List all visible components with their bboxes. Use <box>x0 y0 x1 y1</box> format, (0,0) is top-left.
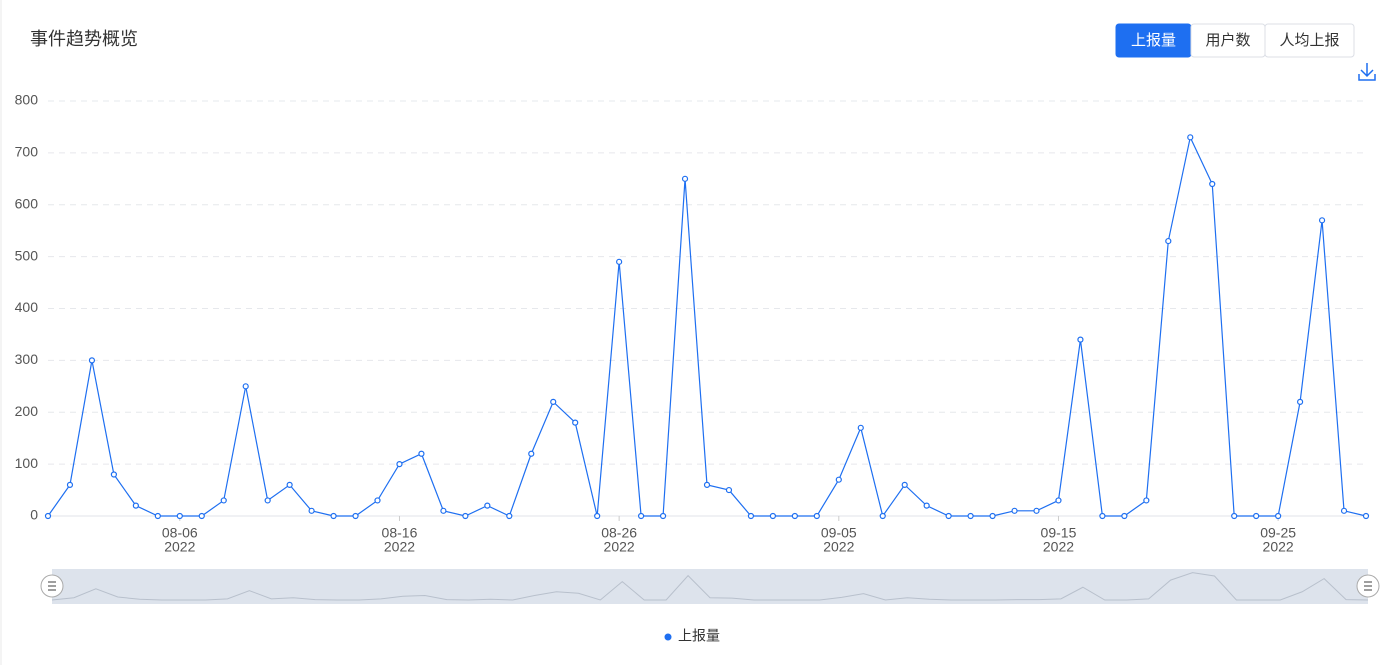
y-tick-label: 800 <box>15 92 39 108</box>
slider-handle-grip[interactable] <box>1364 581 1372 591</box>
toggle-button-label[interactable]: 用户数 <box>1205 32 1250 49</box>
data-point <box>1099 512 1106 520</box>
legend-marker[interactable] <box>664 633 672 641</box>
data-point <box>352 512 359 520</box>
legend-label[interactable]: 上报量 <box>678 628 720 644</box>
download-glyph[interactable] <box>1358 63 1376 81</box>
data-point <box>1121 512 1128 520</box>
toggle-button-label[interactable]: 上报量 <box>1131 32 1176 49</box>
data-point <box>1055 497 1062 504</box>
data-point <box>374 497 381 504</box>
x-tick-label: 08-06 <box>162 525 198 541</box>
data-point <box>330 512 337 520</box>
data-point <box>220 497 227 504</box>
data-point <box>703 481 711 488</box>
x-tick-label: 08-26 <box>601 525 637 541</box>
y-tick-label: 700 <box>15 144 39 160</box>
data-point <box>923 502 930 509</box>
data-point <box>1187 134 1194 141</box>
data-point <box>725 486 733 494</box>
data-point <box>681 175 689 182</box>
data-point <box>418 450 425 457</box>
data-point <box>66 481 74 488</box>
data-point <box>1165 237 1172 245</box>
data-line <box>47 135 1367 518</box>
data-point <box>616 258 623 265</box>
data-point <box>659 512 667 520</box>
data-point <box>1296 398 1304 405</box>
data-point <box>989 512 996 520</box>
x-tick-label: 2022 <box>384 539 415 555</box>
data-point <box>1275 512 1282 520</box>
button-group: 上报量 用户数 人均上报 <box>1115 23 1355 58</box>
y-tick-label: 500 <box>15 247 39 263</box>
y-tick-label: 400 <box>15 299 39 315</box>
chart-title: 事件趋势概览 <box>30 29 138 49</box>
data-point <box>813 512 820 520</box>
x-tick-label: 09-05 <box>821 525 857 541</box>
y-tick-label: 0 <box>30 507 38 523</box>
slider-handle-grip[interactable] <box>48 581 56 591</box>
x-tick-label: 2022 <box>1043 539 1074 555</box>
toggle-button-label[interactable]: 人均上报 <box>1279 32 1339 49</box>
y-tick-label: 200 <box>15 403 39 419</box>
data-point <box>747 512 755 520</box>
data-point <box>1253 512 1260 520</box>
data-point <box>879 512 886 520</box>
data-point <box>44 512 52 520</box>
data-point <box>835 476 842 483</box>
data-point <box>308 507 315 514</box>
download-icon[interactable] <box>1358 63 1376 81</box>
data-point <box>1011 507 1018 514</box>
data-point <box>572 419 579 426</box>
data-point <box>484 502 491 509</box>
data-point <box>1209 180 1216 188</box>
data-point <box>550 398 557 405</box>
data-point <box>637 512 645 520</box>
data-point <box>264 497 271 504</box>
y-tick-label: 100 <box>15 455 39 471</box>
data-point <box>462 512 469 520</box>
data-point <box>396 461 403 468</box>
data-point <box>198 512 205 520</box>
data-point <box>594 512 601 520</box>
data-point <box>1340 507 1348 514</box>
data-point <box>1143 497 1150 504</box>
data-point <box>1362 512 1370 520</box>
data-point <box>154 512 161 520</box>
slider-preview <box>51 572 1369 601</box>
data-point <box>1077 336 1084 343</box>
data-point <box>967 512 974 520</box>
data-point <box>286 481 293 488</box>
data-point <box>769 512 777 520</box>
x-tick-label: 2022 <box>1263 539 1294 555</box>
data-point <box>528 450 535 457</box>
data-point <box>506 512 513 520</box>
data-point <box>1231 512 1238 520</box>
data-point <box>1318 217 1326 224</box>
data-point <box>791 512 798 520</box>
data-point <box>132 502 139 509</box>
toggle-button[interactable] <box>1264 23 1355 58</box>
x-tick-label: 09-25 <box>1260 525 1296 541</box>
data-point <box>901 481 908 488</box>
zoom-slider[interactable] <box>52 569 1368 604</box>
data-point <box>857 424 864 431</box>
x-tick-label: 2022 <box>823 539 854 555</box>
data-point <box>110 471 118 478</box>
x-tick-label: 08-16 <box>382 525 418 541</box>
y-tick-label: 600 <box>15 195 39 211</box>
data-point <box>88 357 96 364</box>
data-point <box>176 512 183 520</box>
x-tick-label: 2022 <box>604 539 635 555</box>
data-point <box>1033 507 1040 514</box>
data-point <box>945 512 952 520</box>
x-tick-label: 2022 <box>164 539 195 555</box>
x-tick-label: 09-15 <box>1041 525 1077 541</box>
data-point <box>242 383 249 390</box>
data-point <box>440 507 447 514</box>
y-tick-label: 300 <box>15 351 39 367</box>
